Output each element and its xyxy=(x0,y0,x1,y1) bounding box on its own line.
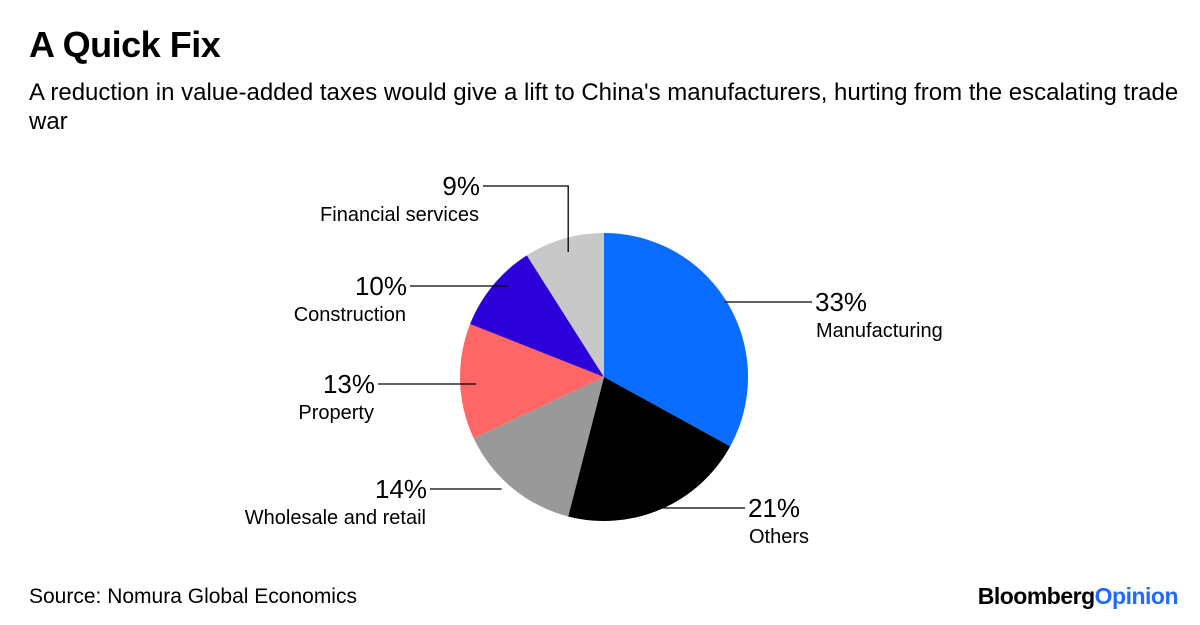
pie-slice-property xyxy=(459,323,604,439)
value-label-financial-services: 9% xyxy=(442,171,480,201)
category-label-construction: Construction xyxy=(294,304,406,326)
chart-subtitle: A reduction in value-added taxes would g… xyxy=(29,79,1179,135)
value-label-others: 21% xyxy=(748,493,800,523)
value-label-construction: 10% xyxy=(355,271,407,301)
chart-title: A Quick Fix xyxy=(29,24,221,65)
category-label-financial-services: Financial services xyxy=(320,204,479,226)
brand-bloomberg: Bloomberg xyxy=(977,583,1095,609)
pie-slice-wholesale-and-retail xyxy=(473,377,604,517)
pie-slice-others xyxy=(568,377,731,522)
category-label-property: Property xyxy=(298,402,374,424)
category-label-wholesale-and-retail: Wholesale and retail xyxy=(245,507,426,529)
source-note: Source: Nomura Global Economics xyxy=(29,585,357,608)
pie-slice-financial-services xyxy=(526,233,604,377)
value-label-manufacturing: 33% xyxy=(815,287,867,317)
value-label-property: 13% xyxy=(323,369,375,399)
category-label-manufacturing: Manufacturing xyxy=(816,320,943,342)
bloomberg-opinion-logo: BloombergOpinion xyxy=(977,583,1179,610)
category-label-others: Others xyxy=(749,526,809,548)
value-label-wholesale-and-retail: 14% xyxy=(375,474,427,504)
brand-opinion: Opinion xyxy=(1094,583,1179,609)
leader-line-financial-services xyxy=(483,185,569,252)
pie-slice-manufacturing xyxy=(604,233,749,447)
